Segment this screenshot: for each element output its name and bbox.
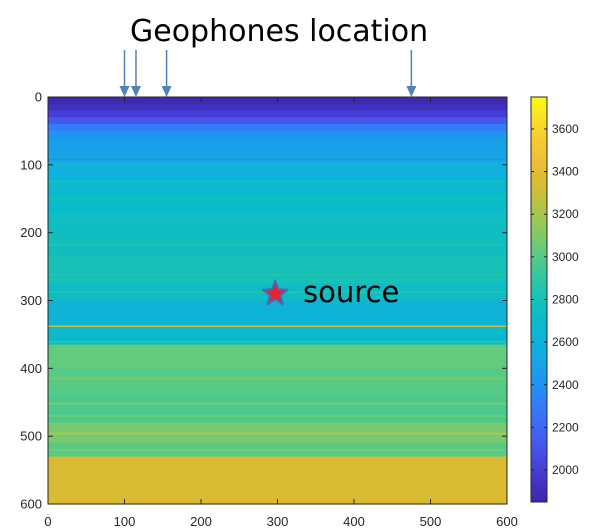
thin-velocity-layer (48, 261, 507, 264)
velocity-layer (48, 117, 507, 125)
y-tick-label: 100 (20, 157, 42, 172)
velocity-heatmap (48, 97, 507, 505)
y-tick-label: 500 (20, 429, 42, 444)
thin-velocity-layer (48, 325, 507, 328)
velocity-layer (48, 368, 507, 397)
x-tick-label: 100 (114, 514, 136, 529)
geophones-location-label: Geophones location (130, 14, 428, 49)
colorbar-tick-label: 3000 (552, 250, 579, 264)
velocity-layer (48, 110, 507, 118)
y-tick-label: 400 (20, 361, 42, 376)
velocity-layer (48, 344, 507, 369)
colorbar-tick-label: 3200 (552, 207, 579, 221)
y-tick-label: 300 (20, 293, 42, 308)
x-tick-label: 400 (343, 514, 365, 529)
thin-velocity-layer (48, 448, 507, 451)
thin-velocity-layer (48, 377, 507, 380)
x-tick-label: 0 (44, 514, 51, 529)
colorbar-tick-label: 2000 (552, 463, 579, 477)
x-tick-label: 300 (267, 514, 289, 529)
geophone-arrow-head (406, 86, 417, 97)
velocity-layer (48, 327, 507, 346)
velocity-layer (48, 137, 507, 152)
velocity-layer (48, 212, 507, 234)
colorbar-tick-label: 2400 (552, 378, 579, 392)
source-label: source (303, 275, 399, 309)
y-tick-label: 200 (20, 225, 42, 240)
colorbar-tick-label: 3600 (552, 122, 579, 136)
colorbar-tick-label: 3400 (552, 165, 579, 179)
geophone-arrow-head (161, 86, 172, 97)
velocity-layer (48, 124, 507, 132)
velocity-layer (48, 151, 507, 163)
colorbar-tick-label: 2600 (552, 335, 579, 349)
geophone-arrow-head (130, 86, 141, 97)
y-tick-label: 0 (35, 90, 42, 105)
velocity-layer (48, 130, 507, 139)
velocity-layer (48, 191, 507, 213)
thin-velocity-layer (48, 415, 507, 417)
thin-velocity-layer (48, 158, 507, 161)
annotations: Geophones location source (119, 14, 428, 309)
thin-velocity-layer (48, 432, 507, 435)
velocity-layer (48, 256, 507, 285)
colorbar: 2000 2200 2400 2600 2800 3000 3200 3400 3600 (530, 96, 579, 503)
geophone-arrow-head (119, 86, 130, 97)
velocity-layer (48, 178, 507, 193)
thin-velocity-layer (48, 180, 507, 183)
velocity-layer (48, 161, 507, 179)
thin-velocity-layer (48, 220, 507, 222)
thin-velocity-layer (48, 197, 507, 200)
colorbar-tick-label: 2800 (552, 293, 579, 307)
thin-velocity-layer (48, 305, 507, 307)
x-tick-label: 600 (496, 514, 518, 529)
x-tick-label: 500 (420, 514, 442, 529)
thin-velocity-layer (48, 402, 507, 405)
y-tick-label: 600 (20, 497, 42, 512)
source-star-icon (261, 279, 289, 306)
velocity-layer (48, 456, 507, 505)
colorbar-tick-label: 2200 (552, 420, 579, 434)
velocity-layer (48, 103, 507, 112)
thin-velocity-layer (48, 273, 507, 276)
velocity-layer (48, 300, 507, 329)
thin-velocity-layer (48, 341, 507, 343)
thin-velocity-layer (48, 244, 507, 246)
velocity-layer (48, 395, 507, 424)
x-tick-label: 200 (190, 514, 212, 529)
